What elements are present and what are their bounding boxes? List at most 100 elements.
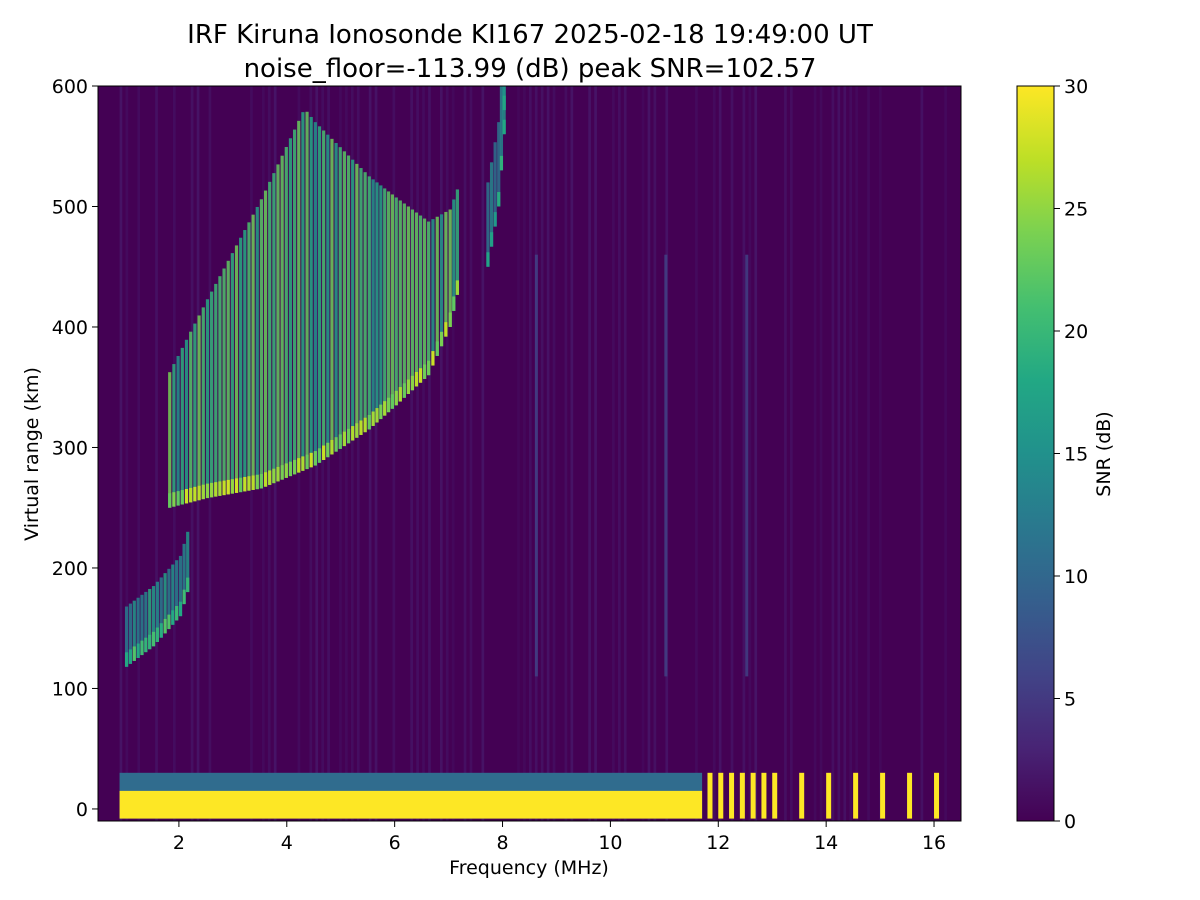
echo-trace	[371, 411, 375, 426]
echo-trace	[293, 459, 297, 475]
noise-column	[208, 86, 212, 821]
echo-spread	[288, 138, 293, 477]
x-tick-label: 4	[281, 832, 293, 854]
noise-column	[564, 86, 568, 821]
echo-trace	[383, 401, 387, 416]
echo-trace	[175, 606, 179, 621]
heatmap-layer	[119, 86, 947, 821]
echo-spread	[159, 577, 163, 638]
echo-trace	[493, 212, 497, 227]
ground-band-line	[772, 772, 778, 819]
colorbar-tick-label: 5	[1064, 689, 1076, 711]
echo-spread	[499, 86, 504, 171]
noise-column	[748, 86, 752, 821]
echo-spread	[394, 197, 398, 406]
noise-column	[523, 86, 526, 821]
echo-spread	[182, 543, 186, 605]
echo-trace	[272, 468, 276, 484]
echo-spread	[422, 218, 427, 379]
echo-spread	[390, 194, 395, 409]
echo-trace	[402, 383, 406, 398]
ground-band-line	[826, 772, 832, 819]
echo-trace	[136, 643, 140, 658]
noise-column	[617, 86, 621, 821]
echo-spread	[383, 188, 387, 416]
echo-spread	[431, 219, 435, 366]
echo-spread	[180, 347, 184, 505]
noise-column	[463, 86, 467, 821]
echo-trace	[342, 431, 346, 447]
echo-trace	[205, 483, 210, 499]
noise-column	[451, 86, 455, 821]
echo-trace	[180, 490, 184, 505]
echo-trace	[186, 577, 190, 593]
echo-trace	[394, 390, 398, 406]
noise-column	[623, 86, 627, 821]
echo-trace	[288, 461, 293, 477]
echo-spread	[444, 211, 448, 337]
noise-column	[570, 86, 574, 821]
colorbar-label: SNR (dB)	[1093, 411, 1115, 496]
echo-spread	[151, 586, 156, 647]
echo-spread	[351, 159, 355, 441]
echo-spread	[435, 216, 439, 356]
noise-column	[813, 86, 817, 821]
noise-column	[920, 86, 924, 821]
echo-spread	[309, 116, 313, 468]
echo-spread	[346, 155, 351, 444]
echo-spread	[418, 215, 423, 383]
echo-trace	[322, 445, 326, 460]
noise-column	[137, 86, 141, 821]
echo-spread	[284, 146, 288, 478]
noise-column	[250, 86, 253, 821]
echo-spread	[176, 355, 180, 506]
echo-spread	[243, 230, 247, 492]
echo-spread	[272, 173, 276, 484]
echo-trace	[140, 640, 144, 656]
echo-trace	[214, 482, 218, 497]
echo-spread	[171, 564, 175, 625]
echo-spread	[140, 594, 144, 656]
echo-spread	[167, 568, 171, 630]
colorbar-tick-label: 0	[1064, 811, 1076, 833]
noise-column	[849, 86, 853, 821]
echo-trace	[155, 627, 159, 642]
echo-spread	[355, 163, 359, 438]
echo-trace	[439, 331, 444, 347]
echo-spread	[218, 276, 222, 496]
echo-spread	[210, 291, 214, 498]
echo-spread	[128, 603, 133, 664]
echo-spread	[234, 245, 239, 493]
echo-spread	[375, 182, 379, 423]
echo-spread	[489, 162, 494, 247]
noise-column	[712, 86, 716, 821]
noise-column	[612, 86, 615, 821]
ground-band-line	[729, 772, 735, 819]
echo-trace	[201, 484, 205, 500]
echo-trace	[414, 372, 419, 387]
y-axis: 0 100 200 300 400 500 600	[52, 76, 98, 821]
noise-column	[754, 86, 758, 821]
noise-column	[653, 86, 657, 821]
echo-spread	[386, 191, 391, 413]
echo-trace	[406, 379, 410, 395]
x-tick-label: 10	[598, 832, 622, 854]
noise-column	[730, 86, 734, 821]
echo-spread	[455, 189, 459, 295]
echo-trace	[334, 437, 338, 452]
echo-trace	[309, 452, 313, 468]
y-axis-label: Virtual range (km)	[21, 367, 43, 541]
echo-spread	[136, 597, 140, 658]
plot-frame	[97, 85, 962, 822]
echo-spread	[326, 134, 330, 458]
echo-spread	[144, 591, 148, 653]
echo-spread	[132, 600, 136, 661]
noise-column	[528, 86, 532, 821]
echo-spread	[406, 206, 410, 395]
echo-trace	[255, 474, 259, 490]
echo-spread	[193, 323, 197, 502]
echo-trace	[317, 448, 322, 463]
narrowband-interference	[664, 254, 668, 677]
colorbar-tick-label: 15	[1064, 444, 1088, 466]
y-tick-label: 600	[52, 76, 88, 98]
